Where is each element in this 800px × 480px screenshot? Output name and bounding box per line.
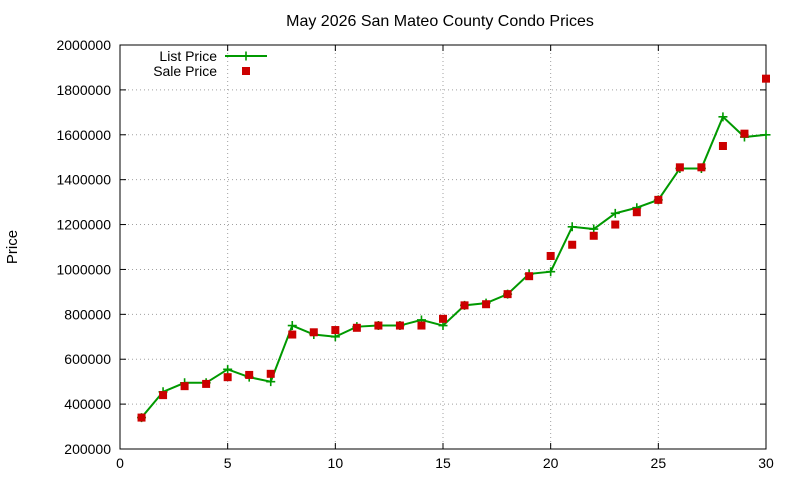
sale-price-point	[568, 240, 577, 249]
list-price-point	[718, 112, 728, 122]
legend-swatch-sale-price	[242, 67, 250, 75]
series-layer	[137, 74, 771, 423]
sale-price-point	[417, 321, 426, 330]
x-tick-label: 25	[651, 455, 667, 471]
sale-price-point	[352, 323, 361, 332]
grid	[120, 45, 766, 449]
y-axis-label: Price	[4, 230, 21, 264]
legend: List Price Sale Price	[153, 48, 267, 79]
x-tick-label: 15	[435, 455, 451, 471]
legend-swatch-list-price	[225, 51, 267, 61]
sale-price-point	[223, 373, 232, 382]
sale-price-point	[395, 321, 404, 330]
sale-price-point	[503, 290, 512, 299]
sale-price-point	[288, 330, 297, 339]
y-tick-label: 200000	[64, 441, 111, 457]
sale-price-point	[654, 195, 663, 204]
y-tick-label: 1000000	[56, 261, 111, 277]
sale-price-point	[309, 328, 318, 337]
list-price-point	[223, 364, 233, 374]
list-price-point	[761, 130, 771, 140]
sale-price-point	[740, 129, 749, 138]
sale-price-point	[266, 369, 275, 378]
sale-price-point	[245, 370, 254, 379]
sale-price-point	[546, 251, 555, 260]
sale-price-point	[611, 220, 620, 229]
x-tick-label: 0	[116, 455, 124, 471]
sale-price-point	[762, 74, 770, 83]
list-price-point	[610, 208, 620, 218]
list-price-point	[567, 222, 577, 232]
sale-price-point	[525, 272, 534, 281]
sale-price-point	[159, 391, 168, 400]
series-sale-price	[137, 74, 770, 422]
y-tick-label: 1600000	[56, 127, 111, 143]
y-tick-label: 600000	[64, 351, 111, 367]
y-tick-label: 1400000	[56, 172, 111, 188]
sale-price-point	[697, 163, 706, 172]
sale-price-point	[589, 231, 598, 240]
sale-price-point	[137, 413, 146, 422]
y-tick-label: 400000	[64, 396, 111, 412]
list-price-point	[546, 267, 556, 277]
sale-price-point	[180, 382, 189, 391]
axis-ticks: 0 5 10 15 20 25 30 200000 400000 600000 800000 1000…	[56, 37, 774, 471]
legend-list-price-marker	[241, 51, 251, 61]
x-tick-label: 30	[758, 455, 774, 471]
y-tick-label: 1800000	[56, 82, 111, 98]
y-tick-label: 1200000	[56, 217, 111, 233]
list-price-point	[287, 321, 297, 331]
legend-label-list-price: List Price	[159, 48, 217, 64]
sale-price-point	[331, 326, 340, 335]
sale-price-point	[202, 379, 211, 388]
legend-label-sale-price: Sale Price	[153, 63, 217, 79]
x-tick-label: 5	[224, 455, 232, 471]
x-tick-label: 10	[328, 455, 344, 471]
x-tick-label: 20	[543, 455, 559, 471]
sale-price-point	[718, 142, 727, 150]
list-price-point	[266, 377, 276, 387]
y-tick-label: 800000	[64, 306, 111, 322]
sale-price-point	[374, 321, 383, 330]
sale-price-point	[482, 300, 491, 309]
sale-price-point	[632, 208, 641, 217]
legend-sale-price-marker	[242, 67, 250, 75]
y-tick-label: 2000000	[56, 37, 111, 53]
sale-price-point	[460, 301, 469, 310]
sale-price-point	[675, 163, 684, 172]
sale-price-point	[439, 314, 447, 323]
chart-title: May 2026 San Mateo County Condo Prices	[286, 13, 594, 30]
